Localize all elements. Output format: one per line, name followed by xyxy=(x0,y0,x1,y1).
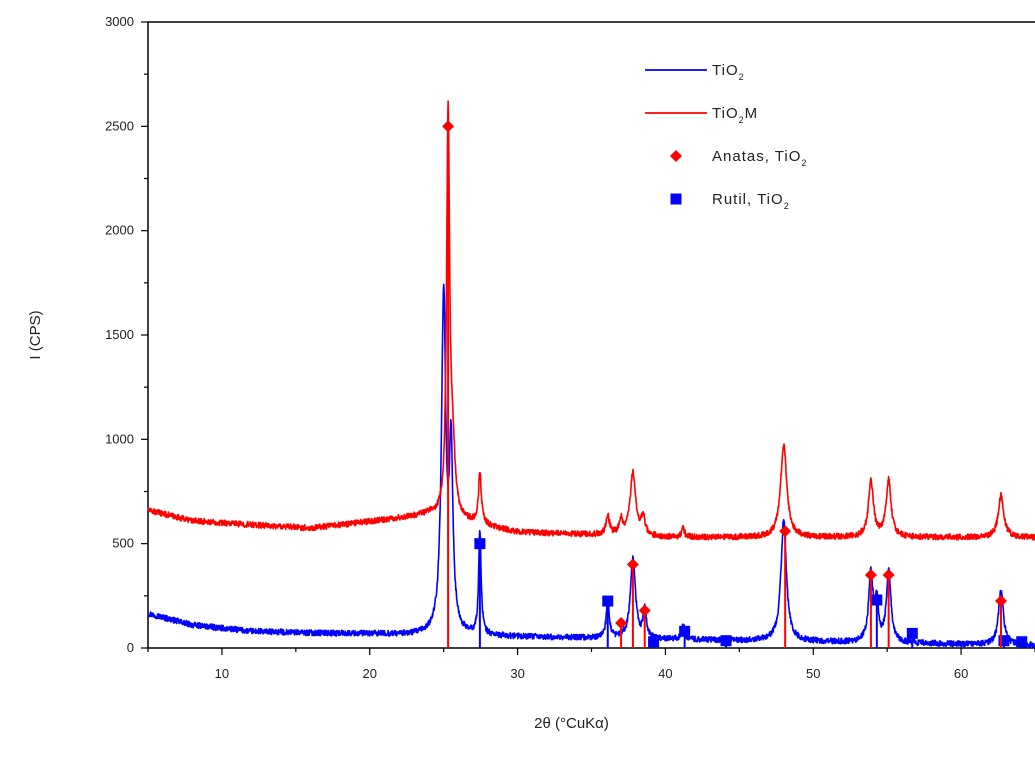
rutil-marker xyxy=(906,627,918,639)
y-ticks: 0 500 1000 1500 2000 2500 3000 xyxy=(105,14,148,655)
reference-markers xyxy=(442,120,1028,648)
legend-label: Anatas, TiO2 xyxy=(712,148,807,168)
x-tick-label: 30 xyxy=(510,666,524,681)
anatas-marker xyxy=(442,120,455,133)
rutil-marker xyxy=(998,635,1010,647)
series-line-1 xyxy=(147,100,1035,541)
series-line-0 xyxy=(147,283,1035,649)
y-tick-label: 0 xyxy=(127,640,134,655)
x-ticks: 10 20 30 40 50 60 xyxy=(147,648,1035,681)
anatas-marker xyxy=(779,525,792,538)
anatas-marker xyxy=(638,604,651,617)
rutil-marker xyxy=(474,538,486,550)
y-tick-label: 1500 xyxy=(105,327,134,342)
x-axis-label: 2θ (°CuKα) xyxy=(534,715,609,732)
rutil-marker xyxy=(648,636,660,648)
y-tick-label: 500 xyxy=(112,536,134,551)
x-tick-label: 10 xyxy=(215,666,229,681)
x-tick-label: 50 xyxy=(806,666,820,681)
legend-label: TiO2 xyxy=(712,62,745,82)
rutil-marker xyxy=(602,595,614,607)
x-tick-label: 40 xyxy=(658,666,672,681)
y-tick-label: 2500 xyxy=(105,118,134,133)
legend-label: TiO2M xyxy=(712,105,758,125)
y-tick-label: 3000 xyxy=(105,14,134,29)
anatas-marker xyxy=(994,595,1007,608)
rutil-marker xyxy=(1016,636,1028,648)
plot-area: 10 20 30 40 50 60 0 500 1000 1500 2000 2500 3000 xyxy=(105,14,1035,681)
anatas-marker xyxy=(882,568,895,581)
anatas-marker xyxy=(615,616,628,629)
rutil-marker xyxy=(871,594,883,606)
x-tick-label: 20 xyxy=(363,666,377,681)
rutil-marker xyxy=(720,635,732,647)
y-tick-label: 2000 xyxy=(105,223,134,238)
y-tick-label: 1000 xyxy=(105,431,134,446)
legend-swatch-marker xyxy=(670,193,682,205)
anatas-marker xyxy=(864,568,877,581)
x-tick-label: 60 xyxy=(954,666,968,681)
legend-label: Rutil, TiO2 xyxy=(712,191,790,211)
series-layer xyxy=(147,100,1035,649)
legend-swatch-marker xyxy=(670,150,682,162)
legend: TiO2 TiO2M Anatas, TiO2 Rutil, TiO2 xyxy=(645,62,807,211)
rutil-marker xyxy=(679,625,691,637)
anatas-marker xyxy=(626,558,639,571)
y-axis-label: I (CPS) xyxy=(27,310,44,359)
